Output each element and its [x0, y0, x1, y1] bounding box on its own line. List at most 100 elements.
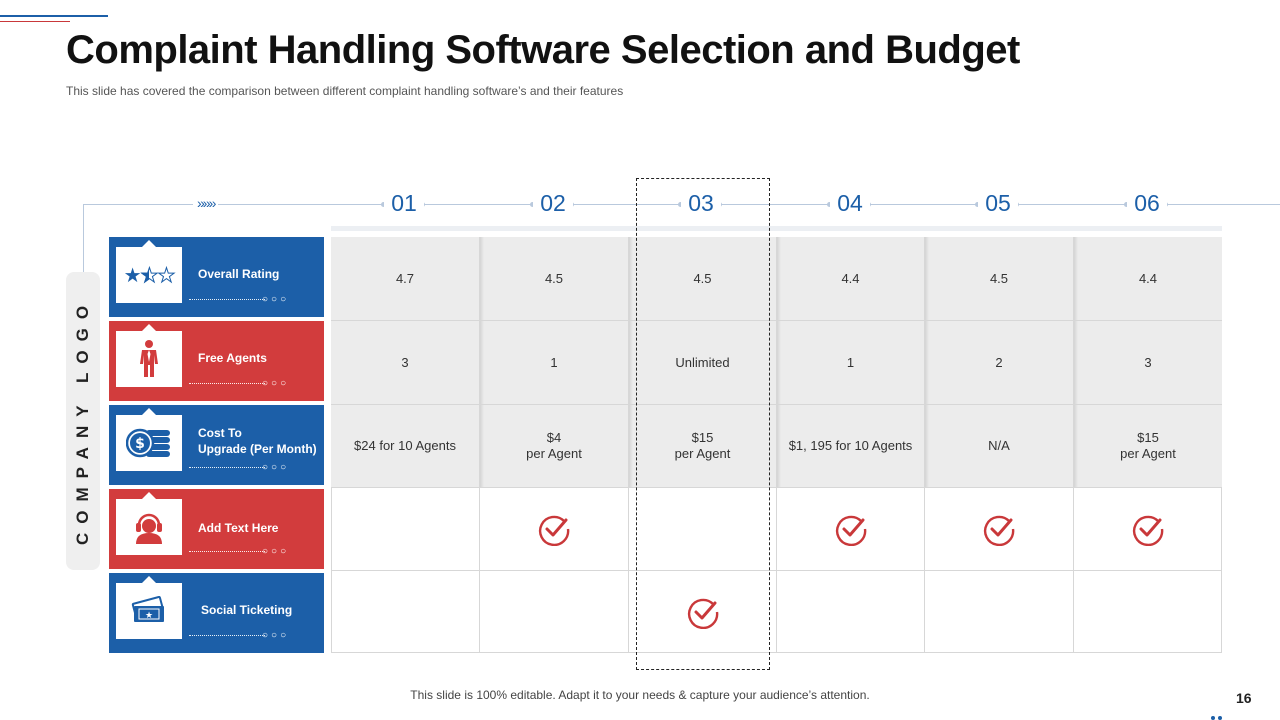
category-overall-rating: ★★★ Overall Rating ○○○ — [109, 237, 324, 317]
check-circle-icon — [925, 488, 1073, 570]
dotted-divider — [189, 383, 265, 384]
cost-line2: per Agent — [526, 446, 582, 461]
corner-dots-icon — [1211, 707, 1225, 720]
table-header-bar — [331, 226, 1222, 231]
category-social-ticketing: ★ Social Ticketing ○○○ — [109, 573, 324, 653]
category-label-line2: Upgrade (Per Month) — [198, 442, 317, 456]
cost-line1: $15 — [691, 430, 714, 445]
connector-dot — [530, 202, 535, 207]
table-cell: 1 — [777, 321, 924, 404]
dotted-divider — [189, 635, 265, 636]
grid-line — [628, 237, 629, 653]
column-shadow — [925, 237, 929, 487]
headset-support-icon — [116, 492, 182, 555]
table-cell: 1 — [480, 321, 628, 404]
slide-subtitle: This slide has covered the comparison be… — [66, 84, 624, 98]
category-cost-upgrade: $ Cost To Upgrade (Per Month) ○○○ — [109, 405, 324, 485]
table-cell: $24 for 10 Agents — [331, 405, 479, 487]
column-number-03: 03 — [681, 190, 721, 217]
agent-person-icon — [116, 324, 182, 387]
category-label: Cost To Upgrade (Per Month) — [198, 425, 317, 457]
grid-line — [331, 404, 1222, 405]
check-circle-icon — [480, 488, 628, 570]
grid-line — [924, 237, 925, 653]
table-cell: 4.5 — [925, 237, 1073, 320]
column-number-04: 04 — [830, 190, 870, 217]
company-logo-text: COMPANY LOGO — [73, 296, 92, 546]
cost-line1: $4 — [546, 430, 562, 445]
table-cell: 3 — [1074, 321, 1222, 404]
dotted-divider — [189, 551, 265, 552]
column-shadow — [629, 237, 633, 487]
grid-line — [479, 237, 480, 653]
check-circle-icon — [629, 571, 776, 653]
column-shadow — [777, 237, 781, 487]
category-label-line1: Cost To — [198, 426, 242, 440]
category-free-agents: Free Agents ○○○ — [109, 321, 324, 401]
rings-icon: ○○○ — [262, 546, 290, 557]
highlight-column-03 — [636, 178, 770, 670]
footer-note: This slide is 100% editable. Adapt it to… — [410, 688, 870, 702]
category-label: Free Agents — [198, 351, 267, 365]
table-cell: 2 — [925, 321, 1073, 404]
check-circle-icon — [1074, 488, 1222, 570]
dotted-divider — [189, 467, 265, 468]
arrows-icon: »»» — [193, 195, 219, 211]
ticket-icon: ★ — [116, 576, 182, 639]
grid-line — [776, 237, 777, 653]
header-connector-vertical — [83, 204, 84, 274]
cost-line1: $24 for 10 Agents — [354, 438, 456, 453]
column-number-05: 05 — [978, 190, 1018, 217]
grid-line — [331, 570, 1222, 571]
cost-line1: $1, 195 for 10 Agents — [788, 438, 913, 453]
table-cell: Unlimited — [629, 321, 776, 404]
connector-dot — [678, 202, 683, 207]
table-cell: $15 per Agent — [629, 405, 776, 487]
table-cell: N/A — [925, 405, 1073, 487]
column-number-06: 06 — [1127, 190, 1167, 217]
cost-line1: $15 — [1137, 430, 1159, 445]
connector-dot — [975, 202, 980, 207]
svg-text:$: $ — [135, 436, 145, 452]
rings-icon: ○○○ — [262, 294, 290, 305]
table-cell: $1, 195 for 10 Agents — [777, 405, 924, 487]
column-shadow — [1074, 237, 1078, 487]
company-logo-placeholder — [66, 272, 100, 570]
connector-dot — [381, 202, 386, 207]
column-shadow — [480, 237, 484, 487]
column-number-02: 02 — [533, 190, 573, 217]
rings-icon: ○○○ — [262, 630, 290, 641]
cost-line2: per Agent — [674, 446, 731, 461]
column-number-01: 01 — [384, 190, 424, 217]
svg-text:★: ★ — [145, 611, 153, 621]
grid-line — [331, 487, 1222, 488]
category-add-text: Add Text Here ○○○ — [109, 489, 324, 569]
grid-line — [331, 320, 1222, 321]
category-label: Add Text Here — [198, 521, 279, 535]
table-cell: 4.7 — [331, 237, 479, 320]
cost-line2: per Agent — [1120, 446, 1176, 461]
rings-icon: ○○○ — [262, 462, 290, 473]
dotted-divider — [189, 299, 265, 300]
top-accent-line-red — [0, 21, 70, 22]
table-cell: 3 — [331, 321, 479, 404]
table-cell: $15 per Agent — [1074, 405, 1222, 487]
table-cell: 4.5 — [480, 237, 628, 320]
category-label: Overall Rating — [198, 267, 280, 281]
table-cell: $4 per Agent — [480, 405, 628, 487]
category-label: Social Ticketing — [201, 603, 293, 617]
page-number: 16 — [1236, 690, 1252, 706]
check-circle-icon — [777, 488, 924, 570]
rings-icon: ○○○ — [262, 378, 290, 389]
cost-line1: N/A — [988, 438, 1010, 453]
slide-title: Complaint Handling Software Selection an… — [66, 28, 1020, 72]
table-cell: 4.4 — [1074, 237, 1222, 320]
rating-stars-icon: ★★★ — [116, 240, 182, 303]
table-cell: 4.4 — [777, 237, 924, 320]
connector-dot — [1124, 202, 1129, 207]
grid-line — [1073, 237, 1074, 653]
top-accent-line — [0, 15, 108, 17]
connector-dot — [827, 202, 832, 207]
table-cell: 4.5 — [629, 237, 776, 320]
coins-dollar-icon: $ — [116, 408, 182, 471]
